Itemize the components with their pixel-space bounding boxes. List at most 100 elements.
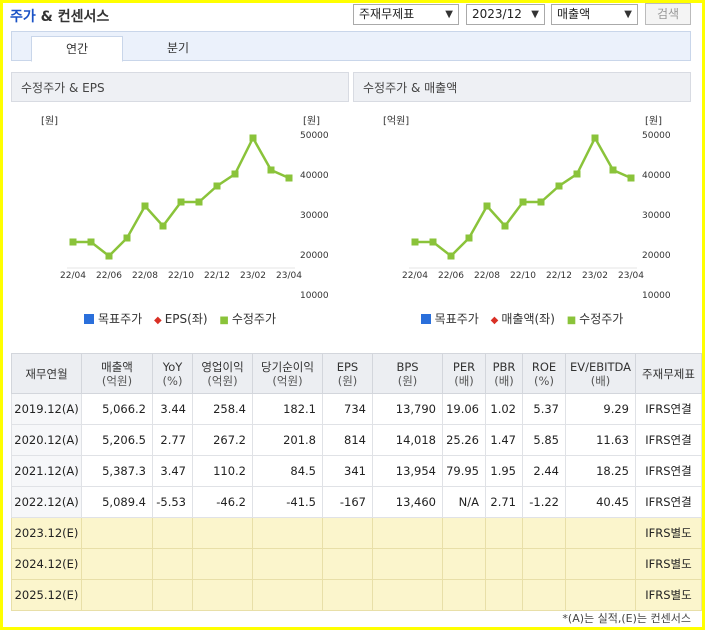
y-tick-label: 20000 <box>300 251 329 261</box>
tab-annual[interactable]: 연간 <box>31 36 123 62</box>
table-cell: IFRS별도 <box>635 548 702 580</box>
price-point <box>249 134 257 142</box>
chevron-down-icon: ▼ <box>624 9 632 20</box>
table-cell <box>152 579 193 611</box>
column-header-label: PBR <box>492 359 516 374</box>
column-header: EPS (원) <box>322 353 373 394</box>
search-button[interactable]: 검색 <box>645 3 691 25</box>
statement-type-select[interactable]: 주재무제표 ▼ <box>353 4 459 25</box>
table-cell: 814 <box>322 424 373 456</box>
y-tick-label: 10000 <box>300 291 329 301</box>
table-cell <box>322 517 373 549</box>
tab-quarterly[interactable]: 분기 <box>166 41 190 55</box>
price-point <box>285 174 293 182</box>
table-cell: 19.06 <box>442 393 486 425</box>
table-cell <box>152 548 193 580</box>
column-header-unit: (배) <box>454 373 474 388</box>
table-cell: 341 <box>322 455 373 487</box>
table-cell <box>192 548 253 580</box>
chart-svg: [원] [원] 50000 40000 30000 20000 10000 22/04 22/0… <box>41 115 329 301</box>
legend-target-price[interactable]: 목표주가 <box>84 312 142 326</box>
y-tick-label: 50000 <box>642 131 671 141</box>
y-tick-label: 20000 <box>642 251 671 261</box>
price-point <box>483 202 491 210</box>
footnote: *(A)는 실적,(E)는 컨센서스 <box>562 612 691 625</box>
legend-adjusted-price[interactable]: ■ 수정주가 <box>566 312 624 326</box>
period-select[interactable]: 2023/12 ▼ <box>466 4 545 25</box>
column-header-label: 주재무제표 <box>642 366 695 381</box>
y-tick-label: 50000 <box>300 131 329 141</box>
column-header-label: ROE <box>531 359 557 374</box>
table-cell: 201.8 <box>252 424 323 456</box>
table-cell: 5,206.5 <box>81 424 153 456</box>
legend-sales[interactable]: ◆ 매출액(좌) <box>490 312 555 326</box>
table-cell: 2024.12(E) <box>11 548 82 580</box>
price-point <box>177 198 185 206</box>
y-tick-label: 40000 <box>642 171 671 181</box>
column-header-unit: (배) <box>590 373 611 388</box>
table-cell <box>322 579 373 611</box>
chevron-down-icon: ▼ <box>445 9 453 20</box>
table-cell: 734 <box>322 393 373 425</box>
table-cell: 3.47 <box>152 455 193 487</box>
price-line <box>73 135 290 258</box>
metric-select[interactable]: 매출액 ▼ <box>551 4 638 25</box>
column-header: YoY (%) <box>152 353 193 394</box>
legend-adjusted-price[interactable]: ■ 수정주가 <box>219 312 276 326</box>
y-tick-label: 40000 <box>300 171 329 181</box>
table-cell: IFRS연결 <box>635 455 702 487</box>
x-tick-label: 23/02 <box>582 271 608 281</box>
table-cell: -41.5 <box>252 486 323 518</box>
x-tick-label: 22/04 <box>60 271 86 281</box>
table-cell: 2021.12(A) <box>11 455 82 487</box>
column-header-label: PER <box>452 359 476 374</box>
table-cell <box>192 517 253 549</box>
column-header-unit: (원) <box>337 373 358 388</box>
column-header-unit: (원) <box>397 373 418 388</box>
table-cell: 1.47 <box>485 424 523 456</box>
table-cell <box>485 517 523 549</box>
table-cell: 1.02 <box>485 393 523 425</box>
table-cell: IFRS연결 <box>635 393 702 425</box>
table-cell: 11.63 <box>565 424 636 456</box>
table-row: 2019.12(A) 5,066.2 3.44 258.4 182.1 734 13,790… <box>11 393 702 425</box>
statement-type-value: 주재무제표 <box>359 7 415 21</box>
table-cell: 2019.12(A) <box>11 393 82 425</box>
x-tick-label: 23/02 <box>240 271 266 281</box>
column-header: 재무연월 <box>11 353 82 394</box>
table-cell: 14,018 <box>372 424 443 456</box>
column-header-label: 매출액 <box>101 359 133 374</box>
price-point <box>87 238 95 246</box>
chart-title: 수정주가 & EPS <box>11 72 349 102</box>
table-cell <box>81 548 153 580</box>
price-point <box>609 166 617 174</box>
price-point <box>429 238 437 246</box>
column-header-label: EV/EBITDA <box>569 359 632 374</box>
table-cell <box>372 517 443 549</box>
column-header-label: BPS <box>396 359 419 374</box>
x-tick-label: 22/08 <box>132 271 158 281</box>
table-cell: 5.85 <box>522 424 566 456</box>
y-tick-label: 30000 <box>300 211 329 221</box>
price-point <box>69 238 77 246</box>
table-cell <box>522 579 566 611</box>
table-cell: 2.44 <box>522 455 566 487</box>
legend-eps[interactable]: ◆ EPS(좌) <box>154 312 208 326</box>
price-point <box>447 252 455 260</box>
table-cell <box>442 517 486 549</box>
x-tick-label: 22/10 <box>510 271 536 281</box>
table-cell <box>442 579 486 611</box>
table-cell: N/A <box>442 486 486 518</box>
table-cell: 2.77 <box>152 424 193 456</box>
price-point <box>159 222 167 230</box>
column-header: EV/EBITDA (배) <box>565 353 636 394</box>
table-cell: -167 <box>322 486 373 518</box>
table-cell: IFRS별도 <box>635 579 702 611</box>
table-cell: 3.44 <box>152 393 193 425</box>
price-point <box>627 174 635 182</box>
legend-target-price[interactable]: 목표주가 <box>420 312 479 326</box>
chart-price-eps: 수정주가 & EPS [원] [원] 50000 40000 30000 20000 100… <box>11 72 349 334</box>
table-cell <box>372 548 443 580</box>
column-header: ROE (%) <box>522 353 566 394</box>
